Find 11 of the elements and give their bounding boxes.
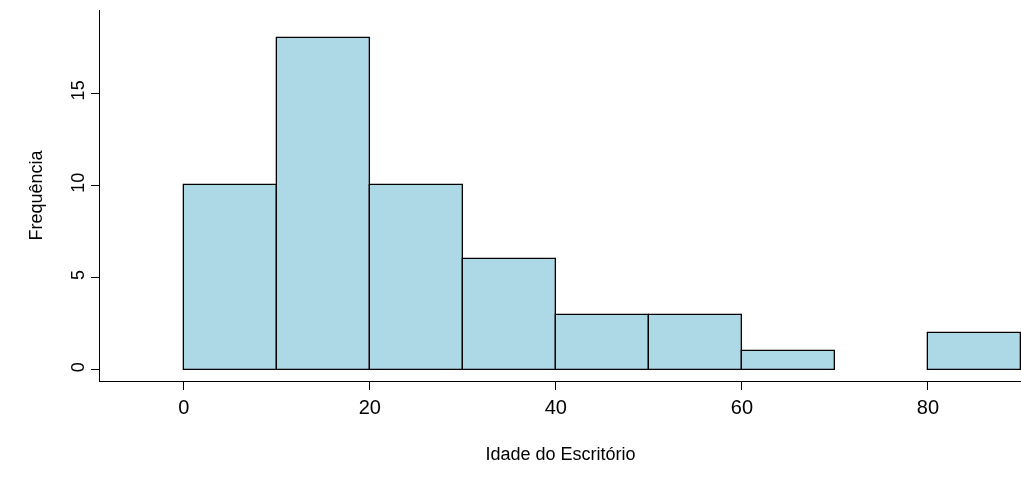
- y-tick-label: 0: [67, 362, 88, 373]
- x-tick-label: 0: [178, 396, 190, 418]
- x-tick-label: 40: [544, 396, 567, 418]
- y-tick-label: 10: [67, 172, 88, 193]
- y-axis-title: Frequência: [26, 149, 46, 241]
- y-tick-label: 5: [67, 269, 88, 280]
- x-tick-label: 20: [358, 396, 381, 418]
- x-tick-label: 80: [916, 396, 940, 418]
- y-tick-label: 15: [67, 80, 88, 101]
- x-axis-title: Idade do Escritório: [485, 444, 636, 465]
- x-tick-label: 60: [730, 396, 754, 418]
